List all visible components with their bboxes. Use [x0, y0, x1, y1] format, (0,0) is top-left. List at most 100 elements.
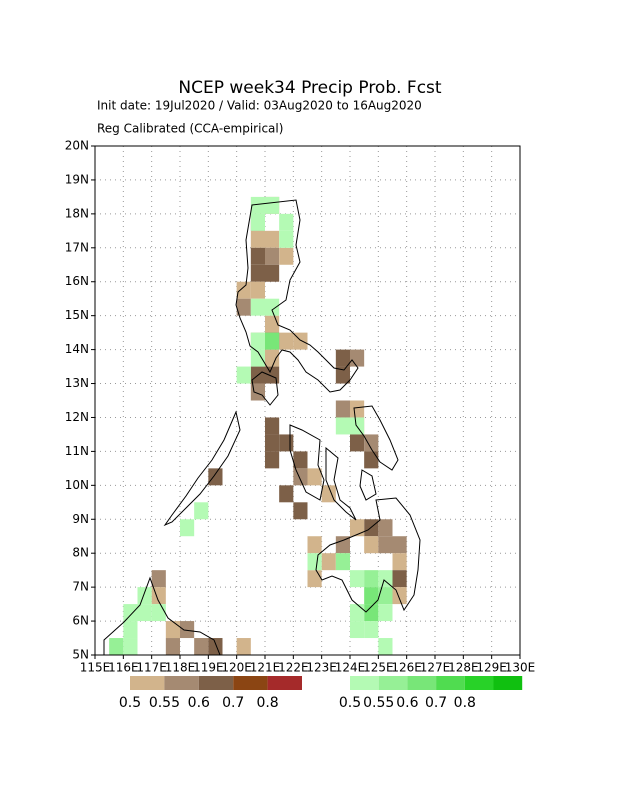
x-tick-label: 118E — [165, 661, 196, 675]
colorbar-label: 0.8 — [454, 695, 476, 711]
title: NCEP week34 Precip Prob. Fcst — [178, 78, 442, 98]
coastline — [251, 371, 279, 406]
colorbar-label: 0.7 — [425, 695, 447, 711]
x-tick-label: 125E — [363, 661, 394, 675]
grid-cell — [194, 638, 209, 655]
grid-cell — [180, 519, 195, 537]
grid-cell — [265, 315, 280, 333]
grid-cell — [392, 570, 407, 588]
grid-cell — [364, 621, 379, 639]
grid-cell — [265, 264, 280, 282]
x-tick-label: 120E — [221, 661, 252, 675]
grid-cell — [265, 298, 280, 316]
grid-cell — [335, 349, 350, 367]
y-tick-label: 16N — [65, 274, 89, 288]
grid-cell — [378, 638, 393, 655]
grid-cell — [265, 247, 280, 265]
grid-cell — [279, 213, 294, 231]
colorbars: 0.5 0.55 0.6 0.7 0.8 0.5 0.55 0.6 0.7 0.8 — [119, 676, 523, 711]
x-tick-label: 129E — [476, 661, 507, 675]
grid-cell — [165, 621, 180, 639]
grid-cell — [335, 366, 350, 384]
y-tick-label: 8N — [72, 546, 89, 560]
grid-cell — [265, 332, 280, 350]
grid-cell — [250, 264, 265, 282]
x-tick-label: 119E — [193, 661, 224, 675]
grid-cell — [109, 638, 124, 655]
colorbar-swatch — [493, 676, 523, 690]
x-tick-label: 123E — [306, 661, 337, 675]
grid-cell — [265, 417, 280, 435]
y-tick-label: 12N — [65, 410, 89, 424]
grid-cell — [250, 332, 265, 350]
grid-cell — [364, 604, 379, 622]
x-tick-label: 115E — [80, 661, 111, 675]
grid-cell — [279, 332, 294, 350]
grid-cell — [265, 196, 280, 214]
grid-cell — [364, 434, 379, 452]
x-tick-label: 124E — [335, 661, 366, 675]
grid-cell — [350, 621, 365, 639]
colorbar-swatch — [436, 676, 465, 690]
grid-cell — [250, 298, 265, 316]
coastline — [289, 424, 325, 501]
grid-cell — [307, 553, 322, 571]
axes: 115E116E117E118E119E120E121E122E123E124E… — [65, 139, 536, 675]
grid-cell — [208, 638, 223, 655]
grid-cell — [236, 366, 251, 384]
grid-cell — [265, 230, 280, 248]
x-tick-label: 130E — [505, 661, 536, 675]
colorbar-swatch — [464, 676, 494, 690]
grid-cell — [250, 196, 265, 214]
grid-cell — [378, 570, 393, 588]
x-tick-label: 122E — [278, 661, 309, 675]
coastline — [163, 410, 241, 527]
y-tick-label: 17N — [65, 240, 89, 254]
grid-cell — [250, 349, 265, 367]
grid-cell — [236, 281, 251, 299]
grid-cell — [364, 587, 379, 605]
x-tick-label: 117E — [136, 661, 167, 675]
grid-cell — [250, 230, 265, 248]
plot-frame — [94, 145, 521, 656]
colorbar-swatch — [130, 676, 165, 690]
grid-cell — [236, 638, 251, 655]
y-tick-label: 6N — [72, 614, 89, 628]
cells — [109, 196, 407, 655]
grid-cell — [364, 536, 379, 554]
grid-cell — [392, 587, 407, 605]
colorbar-swatch — [164, 676, 199, 690]
colorbar-label: 0.55 — [363, 695, 394, 711]
colorbar-swatch — [350, 676, 379, 690]
colorbar-swatch — [267, 676, 302, 690]
coastline — [103, 199, 421, 656]
grid-cell — [250, 281, 265, 299]
colorbar-swatch — [378, 676, 408, 690]
y-tick-label: 15N — [65, 308, 89, 322]
grid-cell — [293, 451, 308, 469]
grid-cell — [293, 468, 308, 486]
colorbar-label: 0.55 — [149, 695, 180, 711]
grid-cell — [151, 604, 166, 622]
grid-cell — [208, 468, 223, 486]
grid-cell — [378, 519, 393, 537]
grid-cell — [335, 417, 350, 435]
coastline — [359, 469, 377, 501]
colorbar-label: 0.6 — [396, 695, 418, 711]
y-tick-label: 18N — [65, 206, 89, 220]
x-tick-label: 127E — [420, 661, 451, 675]
coastline — [325, 446, 357, 521]
x-tick-label: 128E — [448, 661, 479, 675]
grid-cell — [378, 587, 393, 605]
subtitle: Init date: 19Jul2020 / Valid: 03Aug2020 … — [97, 99, 422, 113]
grid-cell — [350, 604, 365, 622]
grid-cell — [123, 621, 138, 639]
colorbar-label: 0.5 — [339, 695, 361, 711]
grid-cell — [350, 349, 365, 367]
y-tick-label: 13N — [65, 376, 89, 390]
grid-cell — [321, 485, 336, 503]
y-tick-label: 9N — [72, 512, 89, 526]
x-tick-label: 116E — [108, 661, 139, 675]
colorbar-label: 0.7 — [222, 695, 244, 711]
